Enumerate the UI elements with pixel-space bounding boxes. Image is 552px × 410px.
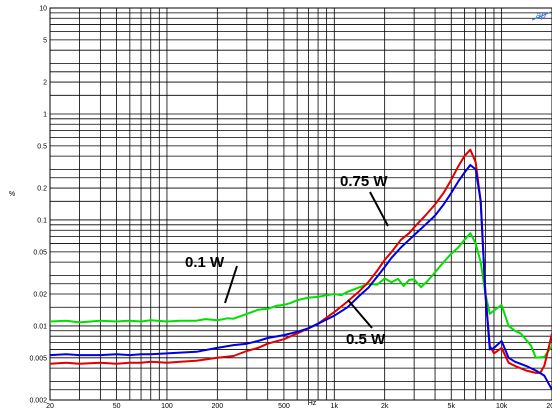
y-tick-label: 0.5: [37, 143, 47, 150]
y-tick-label: 10: [39, 6, 47, 13]
callout-leader-0.75w: [369, 191, 389, 227]
callout-leader-0.1w: [224, 265, 238, 304]
callout-leader-0.5w: [347, 299, 373, 329]
series-layer: [49, 148, 552, 391]
callout-label-0.5w: 0.5 W: [346, 331, 386, 348]
callout-label-0.75w: 0.75 W: [340, 173, 388, 190]
y-tick-label: 0.1: [37, 217, 47, 224]
y-tick-label: 5: [43, 37, 47, 44]
grid: [49, 7, 552, 401]
x-axis-label: Hz: [308, 400, 317, 407]
callouts: 0.1 W 0.75 W 0.5 W: [185, 173, 389, 348]
x-tick-label: 5k: [448, 403, 456, 410]
svg-text:ap: ap: [536, 10, 546, 20]
y-tick-label: 0.02: [33, 292, 47, 299]
x-tick-label: 500: [278, 403, 290, 410]
x-tick-label: 200: [211, 403, 223, 410]
series-line-075w: [49, 148, 552, 374]
x-tick-label: 2k: [381, 403, 389, 410]
x-tick-label: 1k: [331, 403, 339, 410]
y-tick-label: 0.05: [33, 249, 47, 256]
x-tick-label: 50: [113, 403, 121, 410]
x-tick-label: 10k: [496, 403, 508, 410]
series-line-05w: [49, 164, 552, 391]
x-tick-label: 20: [46, 403, 54, 410]
watermark-logo: ap: [531, 10, 552, 21]
y-tick-label: 1: [43, 111, 47, 118]
plot-background: [50, 8, 552, 400]
y-tick-label: 2: [43, 80, 47, 87]
plot-frame: [49, 7, 552, 401]
y-tick-label: 0.005: [29, 355, 47, 362]
x-tick-label: 100: [161, 403, 173, 410]
x-tick-labels: 20 50 100 200 500 1k 2k 5k 10k 20k: [46, 403, 552, 410]
y-tick-label: 0.002: [29, 398, 47, 405]
y-tick-label: 0.01: [33, 323, 47, 330]
y-tick-label: 0.2: [37, 186, 47, 193]
y-axis-label: %: [9, 191, 15, 198]
callout-label-0.1w: 0.1 W: [185, 254, 225, 271]
x-tick-label: 20k: [546, 403, 552, 410]
y-tick-labels: 0.002 0.005 0.01 0.02 0.05 0.1 0.2 0.5 1 2 5 10: [29, 6, 47, 405]
